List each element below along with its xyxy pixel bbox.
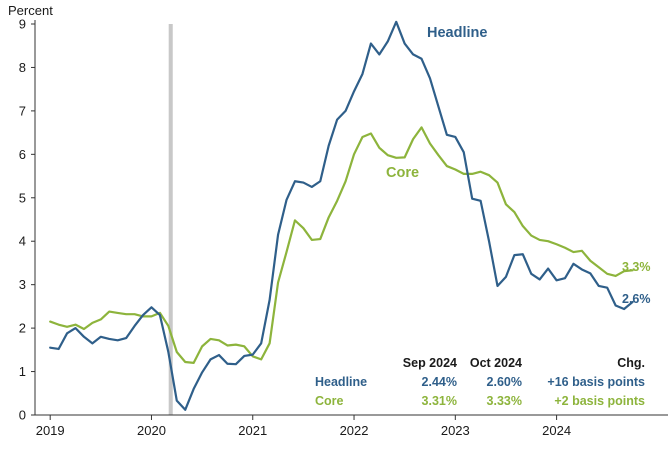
x-tick-label: 2024 [542, 423, 571, 438]
table-row-core-name: Core [315, 394, 344, 408]
table-row-core-chg: +2 basis points [554, 394, 645, 408]
table-row-headline-name: Headline [315, 375, 367, 389]
y-tick-label: 6 [19, 147, 26, 162]
table-row-core-oct: 3.33% [487, 394, 522, 408]
table-header-oct: Oct 2024 [470, 356, 522, 370]
y-tick-label: 2 [19, 321, 26, 336]
y-tick-label: 1 [19, 364, 26, 379]
summary-table: Sep 2024 Oct 2024 Chg. Headline 2.44% 2.… [315, 356, 645, 408]
table-row-core-sep: 3.31% [422, 394, 457, 408]
x-tick-label: 2023 [441, 423, 470, 438]
table-header-sep: Sep 2024 [403, 356, 457, 370]
y-tick-label: 0 [19, 408, 26, 423]
table-header-chg: Chg. [617, 356, 645, 370]
table-row-headline-chg: +16 basis points [547, 375, 645, 389]
series-label-core: Core [386, 165, 419, 181]
y-tick-label: 7 [19, 103, 26, 118]
x-tick-label: 2020 [137, 423, 166, 438]
table-row-headline-sep: 2.44% [422, 375, 457, 389]
recession-band [168, 24, 173, 415]
x-tick-label: 2022 [340, 423, 369, 438]
y-tick-label: 4 [19, 234, 26, 249]
series-label-headline: Headline [427, 25, 487, 41]
table-row-headline-oct: 2.60% [487, 375, 522, 389]
y-tick-label: 5 [19, 190, 26, 205]
y-tick-label: 9 [19, 17, 26, 32]
y-tick-label: 8 [19, 60, 26, 75]
series-line-headline [49, 20, 634, 411]
x-tick-label: 2021 [238, 423, 267, 438]
y-tick-label: 3 [19, 277, 26, 292]
x-tick-label: 2019 [36, 423, 65, 438]
end-label-headline: 2.6% [622, 292, 651, 306]
series-line-core [49, 126, 634, 364]
y-axis-title: Percent [8, 3, 53, 18]
